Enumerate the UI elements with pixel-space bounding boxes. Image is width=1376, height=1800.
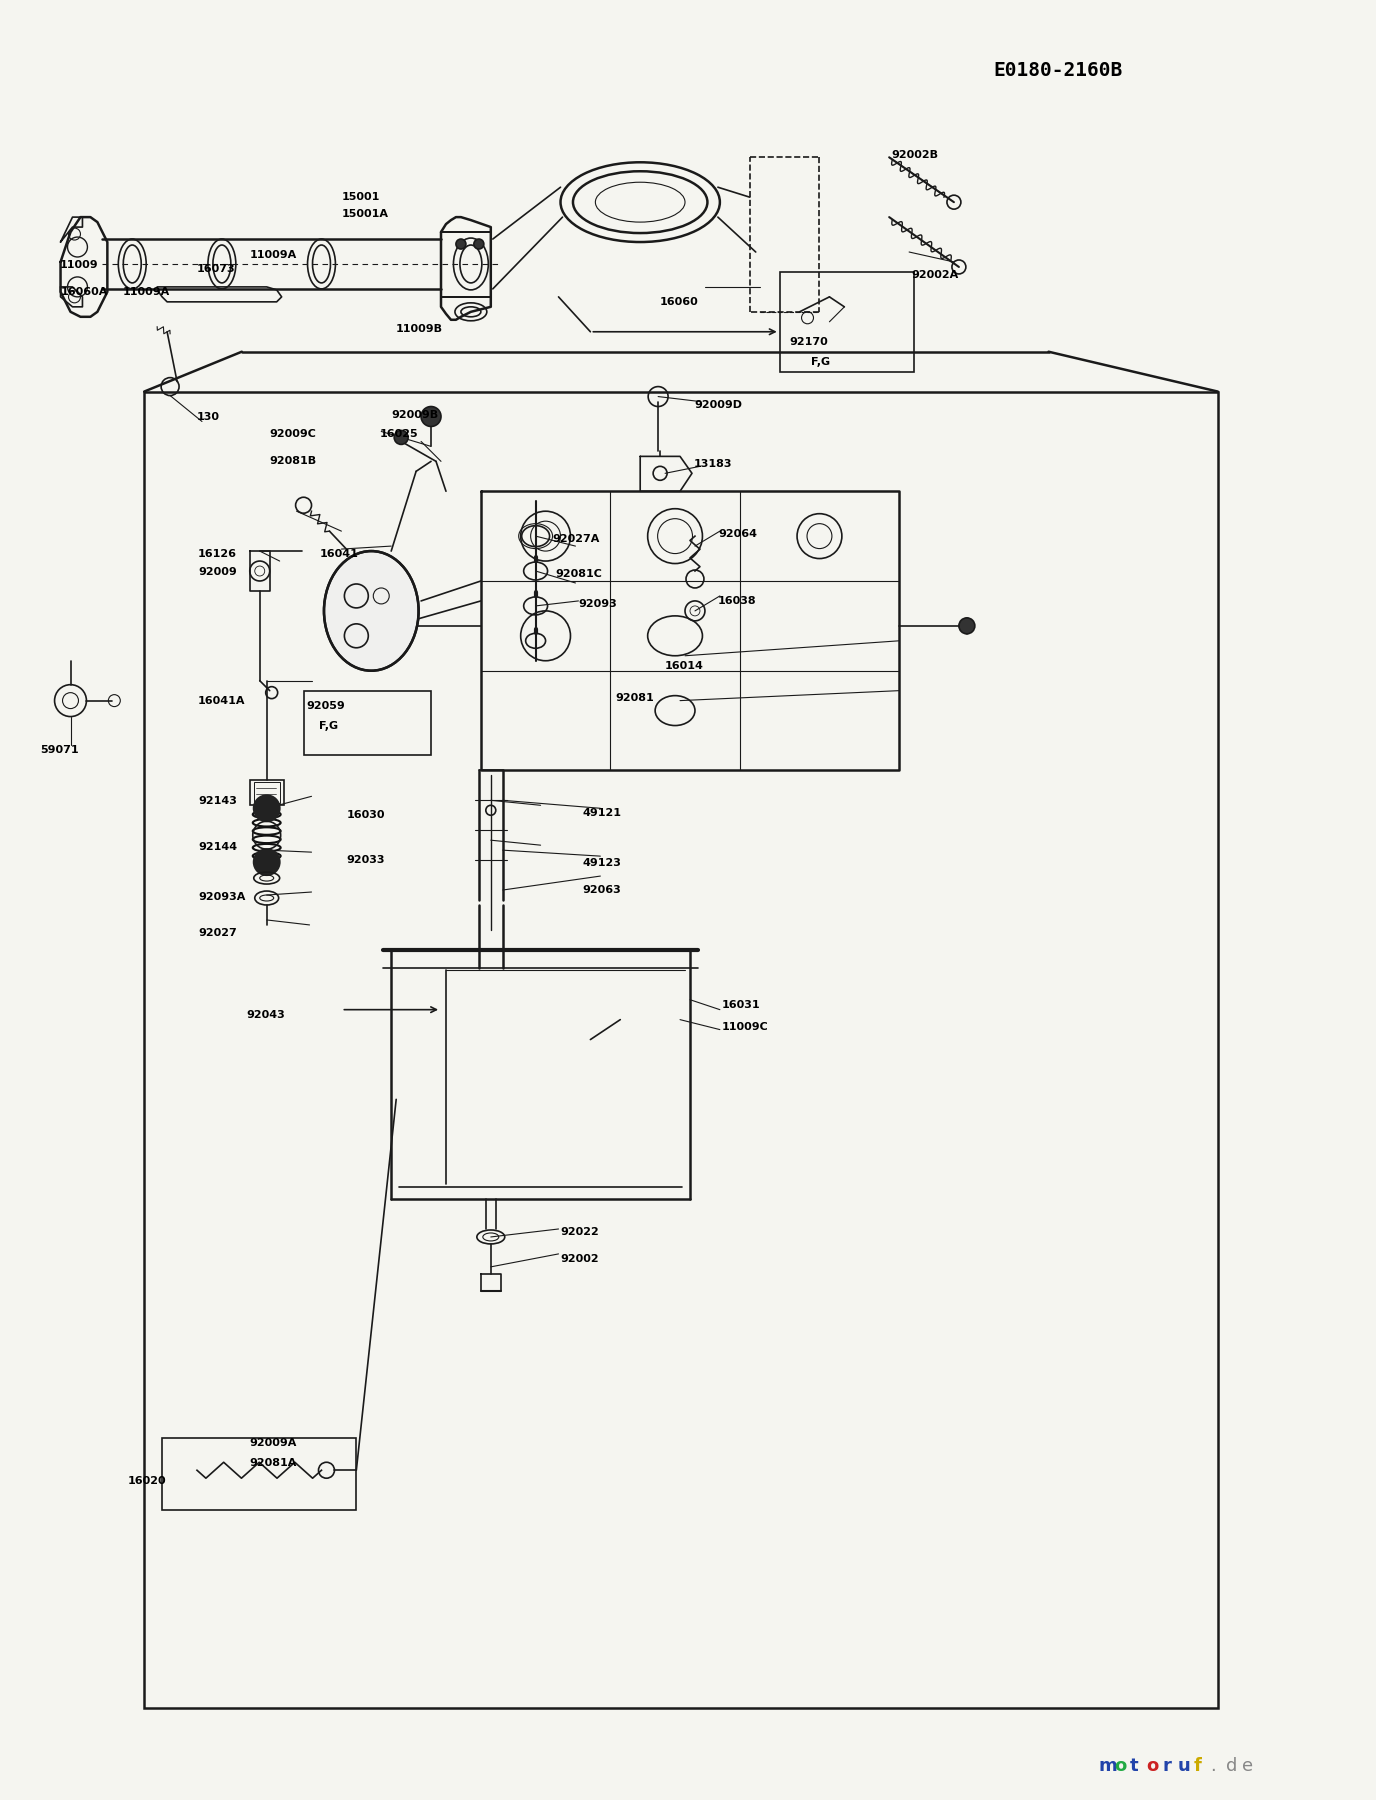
Bar bbox=[253, 783, 279, 803]
Text: 16073: 16073 bbox=[197, 265, 235, 274]
Text: m: m bbox=[1098, 1757, 1117, 1775]
Text: u: u bbox=[1178, 1757, 1190, 1775]
Ellipse shape bbox=[323, 551, 418, 671]
Text: 92064: 92064 bbox=[718, 529, 757, 540]
Text: 92081: 92081 bbox=[615, 693, 654, 702]
Circle shape bbox=[455, 239, 466, 248]
Text: 16038: 16038 bbox=[718, 596, 757, 607]
Text: o: o bbox=[1115, 1757, 1127, 1775]
Text: 92009A: 92009A bbox=[250, 1438, 297, 1449]
Text: 16041: 16041 bbox=[319, 549, 358, 560]
Text: 16041A: 16041A bbox=[198, 695, 245, 706]
Text: 92063: 92063 bbox=[582, 886, 621, 895]
Text: 92093: 92093 bbox=[578, 599, 618, 608]
Text: 13183: 13183 bbox=[694, 459, 732, 470]
Text: f: f bbox=[1194, 1757, 1201, 1775]
Text: 92170: 92170 bbox=[790, 337, 828, 347]
Text: F,G: F,G bbox=[319, 720, 338, 731]
Circle shape bbox=[253, 848, 281, 877]
Text: 92009C: 92009C bbox=[270, 430, 316, 439]
Text: 16126: 16126 bbox=[198, 549, 237, 560]
Text: 92009B: 92009B bbox=[391, 410, 439, 419]
Bar bbox=[304, 691, 431, 756]
Bar bbox=[162, 1438, 356, 1510]
Text: 11009C: 11009C bbox=[722, 1022, 769, 1031]
Text: E0180-2160B: E0180-2160B bbox=[993, 61, 1123, 79]
Text: 92144: 92144 bbox=[198, 842, 237, 851]
Text: 16020: 16020 bbox=[127, 1476, 166, 1487]
Text: 92027A: 92027A bbox=[553, 535, 600, 544]
Text: o: o bbox=[1146, 1757, 1159, 1775]
Text: 92002B: 92002B bbox=[892, 151, 938, 160]
Text: 16014: 16014 bbox=[665, 661, 705, 671]
Text: 92081B: 92081B bbox=[270, 457, 316, 466]
Text: 92059: 92059 bbox=[307, 700, 345, 711]
Text: 130: 130 bbox=[197, 412, 220, 421]
Bar bbox=[780, 272, 914, 371]
Circle shape bbox=[959, 617, 974, 634]
Text: 92043: 92043 bbox=[246, 1010, 286, 1019]
Circle shape bbox=[253, 794, 281, 823]
Text: 16030: 16030 bbox=[347, 810, 385, 821]
Text: 92009: 92009 bbox=[198, 567, 237, 578]
Text: 49121: 49121 bbox=[582, 808, 622, 819]
Bar bbox=[250, 781, 283, 805]
Text: 92081C: 92081C bbox=[556, 569, 603, 580]
Text: 11009A: 11009A bbox=[250, 250, 297, 259]
Text: e: e bbox=[1241, 1757, 1254, 1775]
Circle shape bbox=[421, 407, 440, 427]
Text: 11009A: 11009A bbox=[122, 286, 169, 297]
Text: d: d bbox=[1226, 1757, 1237, 1775]
Bar bbox=[144, 392, 1218, 1708]
Text: 11009: 11009 bbox=[59, 259, 98, 270]
Text: 92093A: 92093A bbox=[198, 893, 245, 902]
Text: 11009B: 11009B bbox=[396, 324, 443, 333]
Text: 16031: 16031 bbox=[722, 999, 761, 1010]
Text: 49123: 49123 bbox=[582, 859, 622, 868]
Text: 15001: 15001 bbox=[341, 193, 380, 202]
Text: t: t bbox=[1130, 1757, 1139, 1775]
Text: 92002: 92002 bbox=[560, 1255, 599, 1264]
Text: 92081A: 92081A bbox=[250, 1458, 297, 1469]
Text: 92009D: 92009D bbox=[694, 400, 742, 410]
Text: 92033: 92033 bbox=[347, 855, 385, 866]
Text: 15001A: 15001A bbox=[341, 209, 388, 220]
Circle shape bbox=[394, 430, 409, 445]
Text: 92027: 92027 bbox=[198, 929, 237, 938]
Text: 16060: 16060 bbox=[660, 297, 699, 306]
Text: r: r bbox=[1163, 1757, 1171, 1775]
Text: 92143: 92143 bbox=[198, 796, 237, 806]
Circle shape bbox=[473, 239, 484, 248]
Text: 92022: 92022 bbox=[560, 1228, 600, 1237]
Text: 92002A: 92002A bbox=[911, 270, 958, 281]
Text: 16060A: 16060A bbox=[61, 286, 107, 297]
Text: F,G: F,G bbox=[812, 356, 831, 367]
Text: 59071: 59071 bbox=[41, 745, 80, 756]
Text: .: . bbox=[1210, 1757, 1215, 1775]
Text: 16025: 16025 bbox=[380, 430, 418, 439]
